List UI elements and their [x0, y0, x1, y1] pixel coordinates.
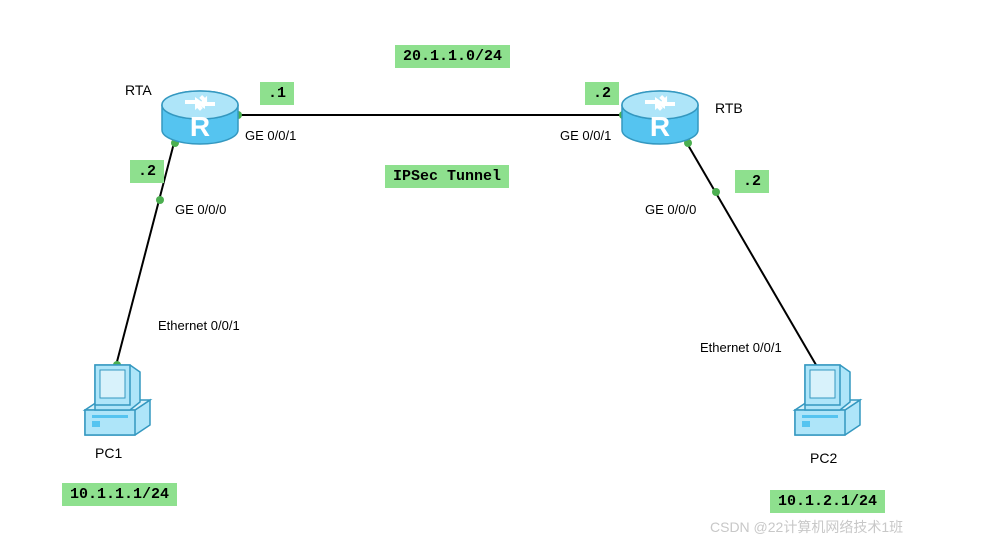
- rta-label: RTA: [125, 82, 152, 98]
- rtb-g0-ip: .2: [735, 170, 769, 193]
- watermark: CSDN @22计算机网络技术1班: [710, 517, 903, 537]
- rtb-g1-port: GE 0/0/1: [560, 128, 611, 143]
- subnet-top: 20.1.1.0/24: [395, 45, 510, 68]
- router-rta: R: [160, 90, 240, 146]
- rtb-g0-port: GE 0/0/0: [645, 202, 696, 217]
- rta-g1-port: GE 0/0/1: [245, 128, 296, 143]
- rtb-g1-ip: .2: [585, 82, 619, 105]
- pc1-ip: 10.1.1.1/24: [62, 483, 177, 506]
- svg-text:R: R: [190, 111, 210, 142]
- pc1-label: PC1: [95, 445, 122, 461]
- pc1: [80, 360, 160, 440]
- rta-g0-ip: .2: [130, 160, 164, 183]
- rta-g0-port: GE 0/0/0: [175, 202, 226, 217]
- tunnel-label: IPSec Tunnel: [385, 165, 509, 188]
- link-rta-rtb: [238, 114, 623, 116]
- pc1-eth-port: Ethernet 0/0/1: [158, 318, 240, 333]
- rtb-label: RTB: [715, 100, 743, 116]
- pc2-eth-port: Ethernet 0/0/1: [700, 340, 782, 355]
- rta-g1-ip: .1: [260, 82, 294, 105]
- pc2-label: PC2: [810, 450, 837, 466]
- port-dot: [712, 188, 720, 196]
- svg-text:R: R: [650, 111, 670, 142]
- router-rtb: R: [620, 90, 700, 146]
- port-dot: [156, 196, 164, 204]
- pc2-ip: 10.1.2.1/24: [770, 490, 885, 513]
- pc2: [790, 360, 870, 440]
